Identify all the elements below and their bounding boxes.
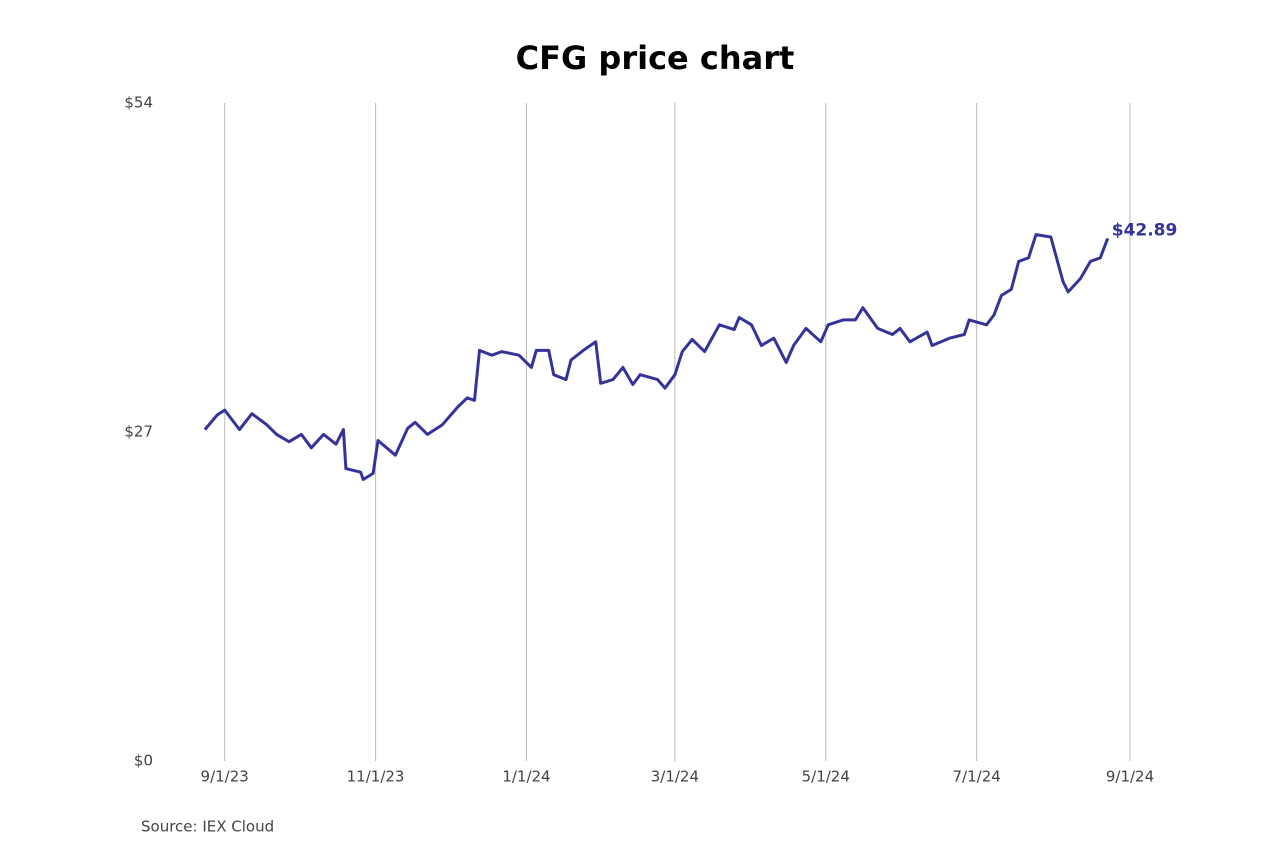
- y-tick-label: $54: [124, 94, 153, 112]
- x-tick-label: 9/1/23: [201, 768, 249, 786]
- x-tick-label: 3/1/24: [651, 768, 699, 786]
- chart-title: CFG price chart: [516, 39, 795, 77]
- x-tick-label: 11/1/23: [347, 768, 405, 786]
- x-tick-label: 9/1/24: [1106, 768, 1154, 786]
- price-line: [203, 233, 1110, 481]
- x-tick-label: 1/1/24: [502, 768, 550, 786]
- source-note: Source: IEX Cloud: [141, 818, 274, 836]
- y-tick-label: $0: [134, 752, 153, 770]
- x-tick-label: 5/1/24: [802, 768, 850, 786]
- y-tick-label: $27: [124, 423, 153, 441]
- value-label: $42.89: [1112, 220, 1178, 240]
- x-tick-label: 7/1/24: [953, 768, 1001, 786]
